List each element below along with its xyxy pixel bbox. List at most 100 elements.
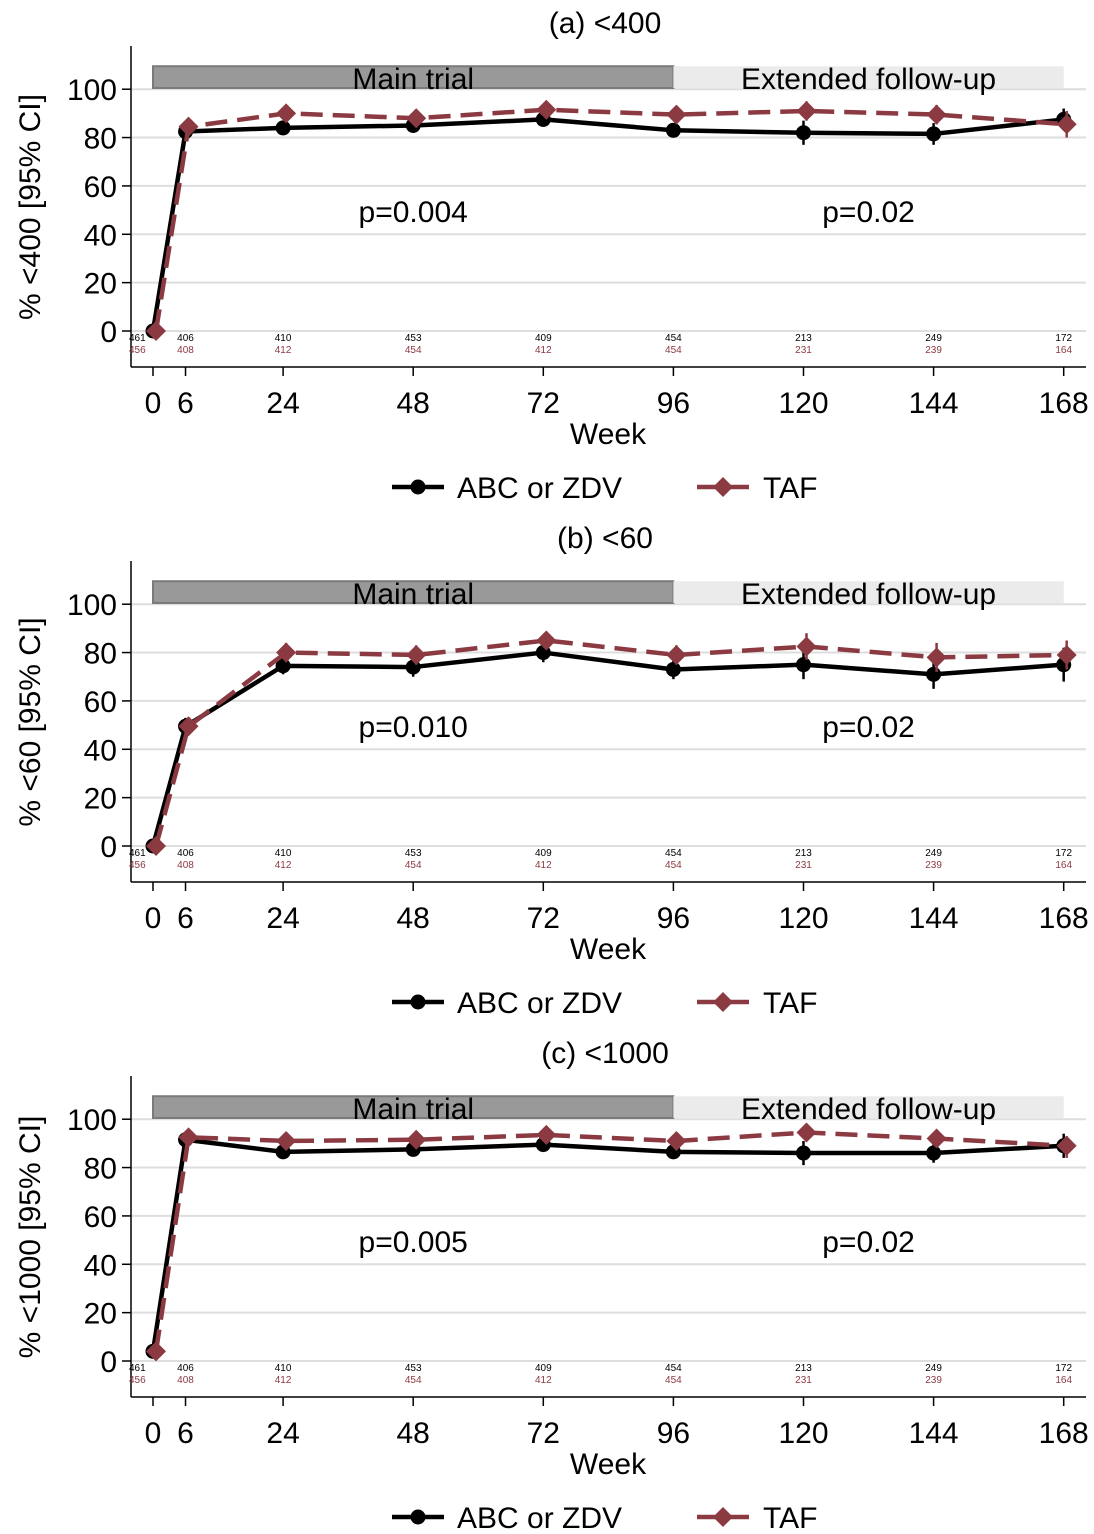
risk-count: 213 bbox=[795, 848, 812, 859]
legend-label-abc-or-zdv: ABC or ZDV bbox=[457, 472, 622, 505]
x-tick-label: 72 bbox=[527, 902, 560, 935]
extended-follow-up-bar bbox=[673, 66, 1064, 88]
taf-line bbox=[153, 107, 1067, 332]
period-label: Main trial bbox=[352, 578, 474, 611]
y-tick-label: 40 bbox=[84, 734, 117, 767]
taf-point bbox=[146, 836, 166, 856]
risk-count: 239 bbox=[925, 860, 942, 871]
taf-point bbox=[406, 644, 427, 665]
risk-count: 412 bbox=[275, 345, 292, 356]
x-tick-label: 96 bbox=[657, 1417, 690, 1450]
legend-marker-taf bbox=[713, 477, 733, 497]
taf-point bbox=[796, 1122, 817, 1143]
risk-count: 454 bbox=[665, 345, 682, 356]
y-tick-label: 60 bbox=[84, 686, 117, 719]
risk-count: 409 bbox=[535, 1363, 552, 1374]
risk-count: 408 bbox=[177, 345, 194, 356]
risk-count: 456 bbox=[129, 345, 146, 356]
chart-title: (a) <400 bbox=[549, 7, 662, 40]
y-tick-label: 100 bbox=[67, 1104, 117, 1137]
taf-point bbox=[1056, 644, 1077, 665]
risk-count: 410 bbox=[275, 1363, 292, 1374]
risk-count: 456 bbox=[129, 1375, 146, 1386]
risk-count: 410 bbox=[275, 333, 292, 344]
risk-count: 239 bbox=[925, 1375, 942, 1386]
y-tick-label: 60 bbox=[84, 171, 117, 204]
legend-label-taf: TAF bbox=[763, 987, 817, 1020]
y-tick-label: 40 bbox=[84, 219, 117, 252]
abc-or-zdv-point bbox=[795, 1145, 811, 1161]
abc-or-zdv-point bbox=[926, 666, 942, 682]
y-tick-label: 0 bbox=[100, 831, 117, 864]
taf-point bbox=[146, 1341, 166, 1362]
risk-count: 406 bbox=[177, 333, 194, 344]
abc-or-zdv-point bbox=[795, 125, 811, 141]
risk-count: 461 bbox=[129, 333, 146, 344]
risk-count: 239 bbox=[925, 345, 942, 356]
x-tick-label: 6 bbox=[177, 1417, 194, 1450]
taf-point bbox=[926, 104, 947, 125]
taf-point bbox=[406, 108, 427, 129]
abc-or-zdv-point bbox=[926, 126, 942, 142]
risk-count: 213 bbox=[795, 1363, 812, 1374]
risk-count: 164 bbox=[1055, 860, 1072, 871]
risk-count: 409 bbox=[535, 848, 552, 859]
risk-count: 409 bbox=[535, 333, 552, 344]
x-tick-label: 144 bbox=[909, 387, 959, 420]
risk-count: 461 bbox=[129, 1363, 146, 1374]
risk-count: 454 bbox=[665, 333, 682, 344]
abc-or-zdv-line bbox=[150, 1137, 1064, 1352]
p-value-label: p=0.005 bbox=[359, 1226, 468, 1259]
period-label: Extended follow-up bbox=[741, 1093, 996, 1126]
p-value-label: p=0.010 bbox=[359, 711, 468, 744]
x-tick-label: 144 bbox=[909, 902, 959, 935]
taf-point bbox=[1056, 1135, 1077, 1156]
risk-count: 453 bbox=[405, 1363, 422, 1374]
taf-point bbox=[796, 100, 817, 121]
x-tick-label: 168 bbox=[1039, 902, 1089, 935]
x-axis-label: Week bbox=[570, 933, 647, 966]
p-value-label: p=0.02 bbox=[822, 196, 915, 229]
y-tick-label: 20 bbox=[84, 783, 117, 816]
risk-count: 249 bbox=[925, 1363, 942, 1374]
legend-marker-abc-or-zdv bbox=[410, 1509, 426, 1525]
taf-point bbox=[406, 1129, 427, 1150]
x-tick-label: 0 bbox=[145, 387, 162, 420]
risk-count: 172 bbox=[1055, 333, 1072, 344]
legend: ABC or ZDV TAF bbox=[392, 1502, 817, 1534]
x-axis-label: Week bbox=[570, 1448, 647, 1481]
risk-count: 453 bbox=[405, 333, 422, 344]
x-tick-label: 120 bbox=[778, 1417, 828, 1450]
legend-label-abc-or-zdv: ABC or ZDV bbox=[457, 1502, 622, 1534]
risk-count: 412 bbox=[535, 1375, 552, 1386]
y-tick-label: 80 bbox=[84, 1153, 117, 1186]
risk-count: 456 bbox=[129, 860, 146, 871]
period-label: Main trial bbox=[352, 1093, 474, 1126]
x-tick-label: 0 bbox=[145, 902, 162, 935]
y-tick-label: 20 bbox=[84, 268, 117, 301]
taf-point bbox=[178, 116, 199, 137]
x-tick-label: 6 bbox=[177, 902, 194, 935]
taf-point bbox=[536, 99, 557, 120]
taf-point bbox=[1056, 114, 1077, 135]
risk-count: 461 bbox=[129, 848, 146, 859]
taf-point bbox=[178, 716, 199, 737]
taf-line bbox=[153, 638, 1067, 847]
risk-count: 172 bbox=[1055, 848, 1072, 859]
x-tick-label: 6 bbox=[177, 387, 194, 420]
risk-count: 406 bbox=[177, 848, 194, 859]
y-tick-label: 100 bbox=[67, 74, 117, 107]
legend: ABC or ZDV TAF bbox=[392, 472, 817, 505]
risk-count: 249 bbox=[925, 848, 942, 859]
abc-or-zdv-point bbox=[926, 1145, 942, 1161]
p-value-label: p=0.004 bbox=[359, 196, 468, 229]
y-tick-label: 80 bbox=[84, 638, 117, 671]
period-label: Main trial bbox=[352, 63, 474, 96]
risk-count: 412 bbox=[275, 860, 292, 871]
y-tick-label: 100 bbox=[67, 589, 117, 622]
risk-count: 172 bbox=[1055, 1363, 1072, 1374]
abc-or-zdv-point bbox=[665, 661, 681, 677]
p-value-label: p=0.02 bbox=[822, 711, 915, 744]
